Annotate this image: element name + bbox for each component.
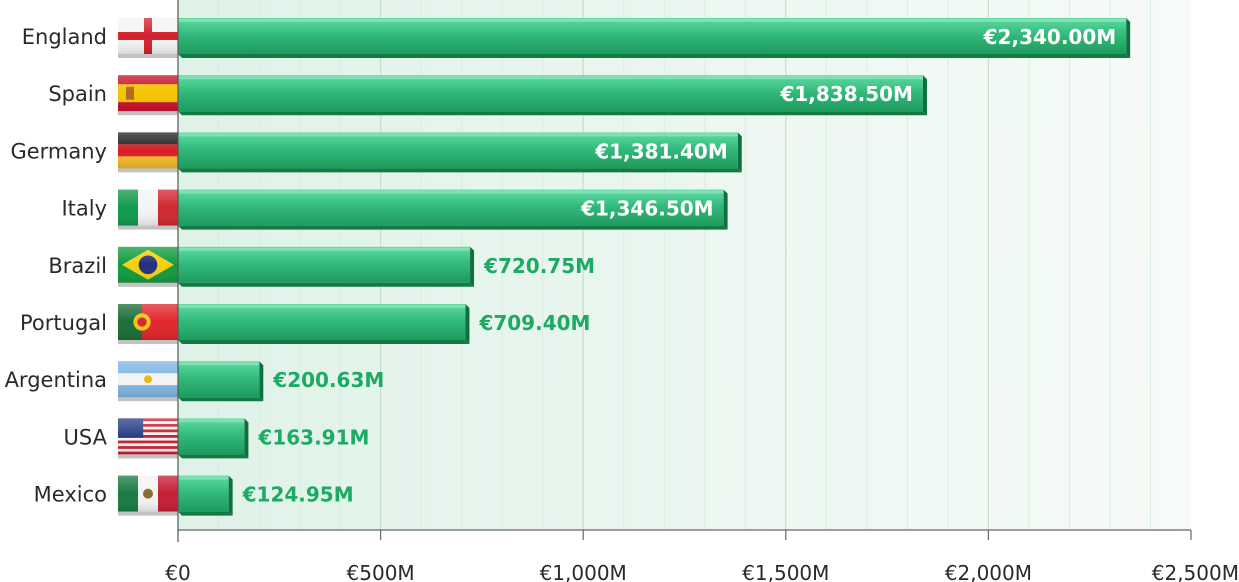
bar-highlight <box>178 247 471 251</box>
bar-face <box>178 361 260 398</box>
value-label-spain: €1,838.50M <box>779 82 913 106</box>
bar-bottom <box>178 397 264 402</box>
usa-flag-icon <box>118 418 178 459</box>
category-label-usa: USA <box>64 425 108 449</box>
bar-face <box>178 75 923 112</box>
bar-face <box>178 304 466 340</box>
category-label-argentina: Argentina <box>5 368 107 392</box>
bar-bottom <box>178 168 742 173</box>
england-flag-icon <box>118 18 178 58</box>
category-label-brazil: Brazil <box>48 254 107 278</box>
flags-group <box>118 18 178 516</box>
category-label-england: England <box>22 25 107 49</box>
bar-spain <box>178 75 927 116</box>
bar-bottom <box>178 282 475 287</box>
argentina-flag-icon <box>118 361 178 402</box>
italy-flag-icon <box>118 189 178 230</box>
bar-face <box>178 18 1127 54</box>
bar-usa <box>178 418 249 459</box>
value-label-england: €2,340.00M <box>983 25 1117 49</box>
bar-side <box>465 304 470 344</box>
bar-bottom <box>178 511 233 516</box>
value-label-mexico: €124.95M <box>242 483 354 507</box>
bar-side <box>723 189 728 230</box>
bar-argentina <box>178 361 264 402</box>
bar-highlight <box>178 419 245 423</box>
bar-italy <box>178 189 728 230</box>
category-label-spain: Spain <box>48 82 107 106</box>
x-tick-label: €1,000M <box>540 561 627 582</box>
x-tick-label: €0 <box>165 561 190 582</box>
bar-face <box>178 132 738 169</box>
bar-face <box>178 418 245 455</box>
bar-highlight <box>178 362 260 366</box>
bar-bottom <box>178 454 249 459</box>
bar-bottom <box>178 225 728 230</box>
bar-highlight <box>178 76 923 80</box>
x-tick-label: €2,000M <box>945 561 1032 582</box>
bars-group: €2,340.00M €1,838.50M €1,381.40M €1,346.50M… <box>178 18 1131 516</box>
bar-side <box>259 361 264 402</box>
brazil-flag-icon <box>118 246 178 287</box>
x-tick-label: €2,500M <box>1152 561 1239 582</box>
bar-face <box>178 246 471 283</box>
x-axis: €0 €500M €1,000M €1,500M €2,000M €2,500M <box>165 0 1239 582</box>
category-label-germany: Germany <box>10 139 107 163</box>
category-label-italy: Italy <box>61 197 107 221</box>
bar-bottom <box>178 54 1131 58</box>
bar-portugal <box>178 304 470 344</box>
x-tick-label: €500M <box>347 561 415 582</box>
category-label-portugal: Portugal <box>20 311 107 335</box>
bar-mexico <box>178 475 233 516</box>
value-label-argentina: €200.63M <box>272 368 384 392</box>
bar-side <box>228 475 233 516</box>
category-label-mexico: Mexico <box>34 483 107 507</box>
bar-highlight <box>178 133 738 137</box>
bar-highlight <box>178 19 1127 22</box>
spain-flag-icon <box>118 75 178 116</box>
bar-side <box>470 246 475 287</box>
category-labels-group: England Spain Germany Italy Brazil Portugal Ar… <box>5 25 108 507</box>
bar-highlight <box>178 305 466 308</box>
value-label-germany: €1,381.40M <box>594 139 728 163</box>
bar-side <box>737 132 742 173</box>
x-tick-label: €1,500M <box>742 561 829 582</box>
bar-face <box>178 475 229 512</box>
bar-side <box>244 418 249 459</box>
value-label-portugal: €709.40M <box>478 311 590 335</box>
bar-side <box>1126 18 1131 58</box>
germany-flag-icon <box>118 132 178 173</box>
bar-brazil <box>178 246 475 287</box>
bar-bottom <box>178 111 927 116</box>
mexico-flag-icon <box>118 475 178 516</box>
bar-germany <box>178 132 742 173</box>
bar-side <box>922 75 927 116</box>
bar-england <box>178 18 1131 58</box>
value-label-italy: €1,346.50M <box>580 197 714 221</box>
value-label-brazil: €720.75M <box>483 254 595 278</box>
bar-highlight <box>178 190 724 194</box>
bar-highlight <box>178 476 229 480</box>
value-label-usa: €163.91M <box>257 425 369 449</box>
bar-face <box>178 189 724 226</box>
bar-bottom <box>178 340 470 344</box>
portugal-flag-icon <box>118 304 178 344</box>
